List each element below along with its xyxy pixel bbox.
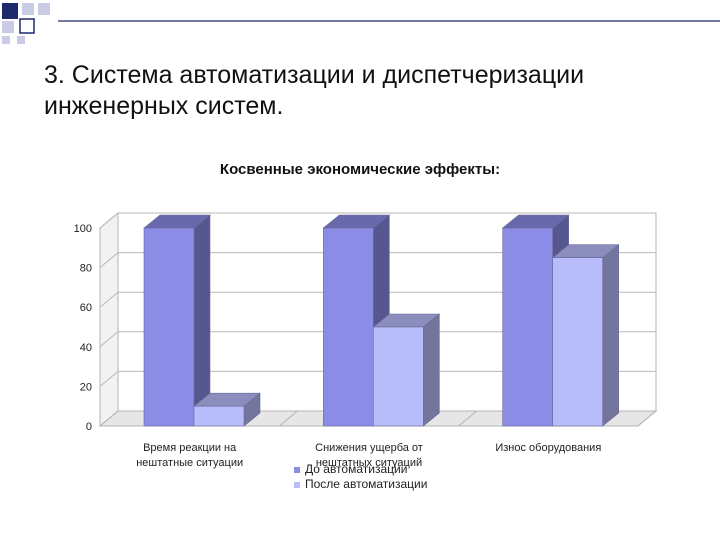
y-tick-label: 20 [80,381,92,393]
bar-front [373,326,424,427]
decorative-square [17,36,25,44]
legend-swatch [294,467,300,473]
gridline [99,252,656,268]
gridline [99,291,656,308]
bar-side [193,214,211,427]
legend-label: После автоматизации [305,477,427,491]
y-tick-label: 40 [80,342,92,354]
decorative-square [2,36,10,44]
x-tick-label: Время реакции на нештатные ситуации [136,442,243,469]
decorative-square [38,3,50,15]
bar [372,313,441,427]
bar-side [423,313,440,427]
y-tick-label: 60 [80,302,92,314]
y-tick-label: 80 [80,263,92,275]
category-divider [279,410,298,427]
bar-front [193,405,245,427]
chart-side-wall [99,211,119,428]
legend-swatch [294,482,300,488]
bar-front [143,227,195,427]
category-divider [637,410,657,427]
category-divider [99,410,119,427]
decorative-square [2,3,18,19]
bar [193,392,261,427]
gridline [99,370,656,387]
bar-front [552,257,603,427]
gridline [99,331,656,348]
chart-title: Косвенные экономические эффекты: [219,161,501,178]
category-divider [458,410,477,427]
slide-title: 3. Система автоматизации и диспетчеризац… [44,61,585,120]
bar [551,244,620,427]
x-tick-label: Снижения ущерба от нештатных ситуаций [315,442,423,469]
bar [143,214,211,427]
bar-side [602,244,619,427]
decorative-squares [2,3,720,44]
y-tick-label: 0 [86,421,92,433]
decorative-square [19,18,35,34]
decorative-square [22,3,34,15]
bar-front [323,227,374,427]
x-tick-label: Износ оборудования [495,442,601,454]
y-tick-label: 100 [74,223,92,235]
gridline [99,212,656,229]
decorative-square [2,21,14,33]
bar-front [502,227,553,427]
legend-label: До автоматизации [305,462,407,476]
